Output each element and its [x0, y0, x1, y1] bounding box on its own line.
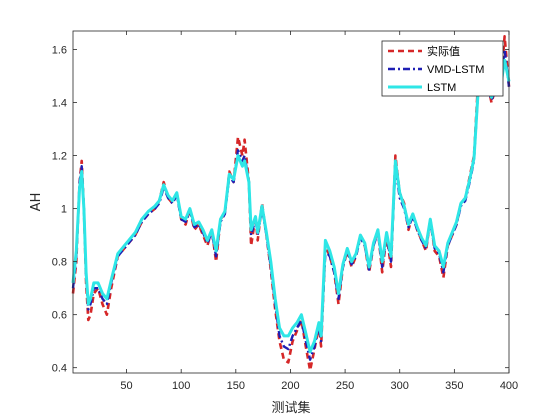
series-line-2: [71, 58, 511, 354]
y-tick-label: 0.6: [52, 310, 67, 322]
x-axis-ticks: 50 100 150 200 250 300 350 400: [120, 31, 518, 392]
y-axis-label: AH: [29, 193, 44, 212]
x-tick-label: 350: [445, 380, 463, 392]
legend-label-lstm: LSTM: [427, 82, 456, 94]
x-tick-label: 50: [120, 380, 132, 392]
series-line-1: [71, 48, 511, 361]
plot-frame: [72, 30, 510, 374]
x-tick-label: 250: [336, 380, 354, 392]
series-layer: [71, 35, 511, 372]
x-tick-label: 100: [172, 380, 190, 392]
y-tick-label: 0.4: [52, 363, 67, 375]
y-tick-label: 1.6: [52, 45, 67, 57]
legend: 实际值 VMD-LSTM LSTM: [381, 40, 504, 97]
x-axis-label: 测试集: [271, 400, 310, 416]
y-tick-label: 1: [61, 204, 67, 216]
x-tick-label: 150: [227, 380, 245, 392]
x-tick-label: 300: [391, 380, 409, 392]
legend-label-actual: 实际值: [427, 44, 460, 58]
x-tick-label: 400: [500, 380, 518, 392]
y-tick-label: 0.8: [52, 257, 67, 269]
x-tick-label: 200: [281, 380, 299, 392]
y-tick-label: 1.2: [52, 151, 67, 163]
y-tick-label: 1.4: [52, 98, 67, 110]
legend-label-vmd-lstm: VMD-LSTM: [427, 64, 484, 76]
y-axis-ticks: 0.4 0.6 0.8 1 1.2 1.4 1.6: [52, 45, 509, 375]
